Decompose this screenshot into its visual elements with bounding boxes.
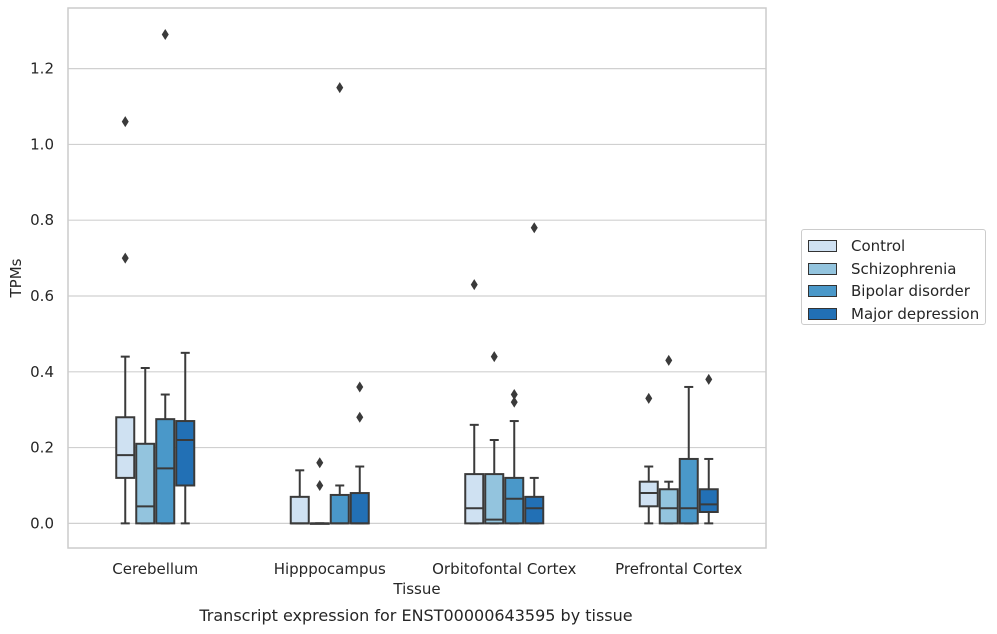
box-major-depression (349, 381, 370, 525)
outlier-point (121, 252, 129, 264)
y-axis-label: TPMs (7, 258, 25, 298)
y-tick-label: 0.0 (30, 514, 54, 532)
box-bipolar-disorder (678, 385, 699, 525)
plot-frame (67, 7, 767, 549)
outlier-point (510, 396, 518, 408)
outlier-point (510, 389, 518, 401)
box-bipolar-disorder (504, 389, 525, 525)
y-tick-label: 1.2 (30, 60, 54, 78)
y-tick-label: 0.6 (30, 287, 54, 305)
outlier-point (645, 392, 653, 404)
legend-item-control: Control (808, 235, 985, 258)
legend-swatch-schizophrenia (808, 262, 837, 275)
y-tick-label: 0.2 (30, 439, 54, 457)
box-body (484, 473, 505, 525)
x-axis-ticks: Cerebellum Hipppocampus Orbitofontal Corte… (112, 560, 742, 578)
box-major-depression (698, 373, 719, 525)
outlier-point (530, 222, 538, 234)
box-body (115, 416, 136, 479)
legend-swatch-bipolar-disorder (808, 285, 837, 298)
x-axis-label: Tissue (393, 580, 441, 598)
y-tick-label: 0.8 (30, 211, 54, 229)
legend: Control Schizophrenia Bipolar disorder M… (801, 229, 986, 325)
x-tick-label: Orbitofontal Cortex (432, 560, 576, 578)
outlier-point (356, 381, 364, 393)
x-tick-label: Prefrontal Cortex (615, 560, 742, 578)
box-body (658, 488, 679, 525)
outlier-point (490, 351, 498, 363)
x-tick-label: Hipppocampus (274, 560, 386, 578)
outlier-point (665, 354, 673, 366)
box-body (678, 457, 699, 525)
box-body (464, 473, 485, 525)
outlier-point (356, 411, 364, 423)
outlier-point (121, 116, 129, 128)
outlier-point (316, 457, 324, 469)
x-tick-label: Cerebellum (112, 560, 198, 578)
legend-item-major-depression: Major depression (808, 303, 985, 326)
box-body (504, 476, 525, 525)
legend-item-bipolar-disorder: Bipolar disorder (808, 280, 985, 303)
box-body (329, 493, 350, 525)
legend-label-control: Control (851, 237, 906, 256)
y-axis-ticks: 0.0 0.2 0.4 0.6 0.8 1.0 1.2 (30, 60, 54, 533)
box-control (638, 392, 659, 525)
box-major-depression (524, 222, 545, 525)
legend-swatch-control (808, 240, 837, 253)
box-body (349, 492, 370, 525)
box-schizophrenia (309, 457, 330, 525)
outlier-point (705, 373, 713, 385)
box-body (524, 495, 545, 525)
legend-label-major-depression: Major depression (851, 304, 980, 323)
box-major-depression (175, 351, 196, 525)
legend-swatch-major-depression (808, 307, 837, 320)
box-schizophrenia (135, 367, 156, 525)
legend-item-schizophrenia: Schizophrenia (808, 258, 985, 281)
box-body (135, 442, 156, 525)
box-body (289, 495, 310, 525)
box-bipolar-disorder (155, 29, 176, 525)
box-body (175, 420, 196, 487)
legend-label-bipolar-disorder: Bipolar disorder (851, 282, 970, 301)
y-tick-label: 1.0 (30, 135, 54, 153)
outlier-point (336, 82, 344, 94)
box-control (289, 469, 310, 525)
box-schizophrenia (658, 354, 679, 525)
figure-caption: Transcript expression for ENST0000064359… (199, 606, 633, 625)
outlier-point (161, 29, 169, 41)
box-schizophrenia (484, 351, 505, 525)
legend-label-schizophrenia: Schizophrenia (851, 259, 957, 278)
box-body (698, 488, 719, 513)
box-bipolar-disorder (329, 82, 350, 525)
outlier-point (470, 279, 478, 291)
box-control (115, 116, 136, 525)
y-tick-label: 0.4 (30, 363, 54, 381)
outlier-point (316, 479, 324, 491)
box-groups (115, 29, 719, 525)
box-body (155, 418, 176, 525)
box-control (464, 279, 485, 525)
